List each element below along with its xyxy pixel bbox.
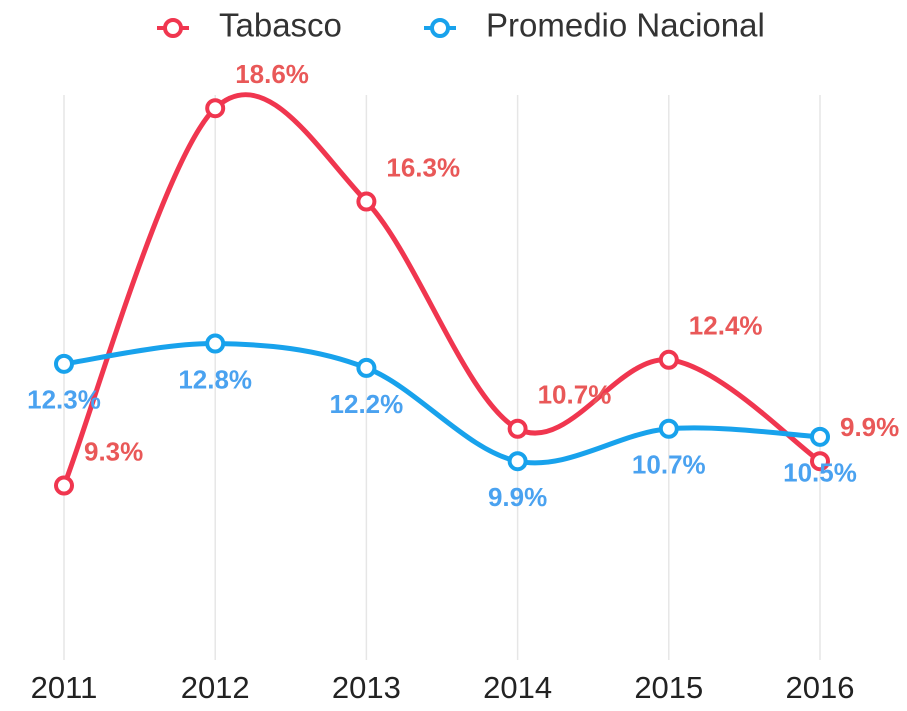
- point: [810, 451, 830, 472]
- point: [54, 475, 74, 496]
- legend-label: Tabasco: [219, 7, 342, 44]
- data-label: 10.5%: [783, 458, 857, 488]
- data-label: 18.6%: [235, 59, 309, 89]
- data-label: 12.4%: [689, 311, 763, 341]
- legend-marker: [163, 18, 183, 38]
- data-label: 16.3%: [386, 152, 460, 182]
- point: [810, 426, 830, 447]
- data-label: 10.7%: [538, 380, 612, 410]
- series-line: [63, 341, 821, 466]
- data-label: 9.9%: [488, 482, 547, 512]
- data-label: 12.2%: [330, 389, 404, 419]
- point: [205, 98, 226, 119]
- point: [356, 191, 377, 212]
- x-tick-label: 2013: [332, 670, 401, 705]
- legend-label: Promedio Nacional: [486, 7, 765, 44]
- point: [507, 418, 528, 439]
- point: [658, 349, 679, 370]
- data-label: 9.9%: [840, 412, 899, 442]
- point: [356, 357, 377, 378]
- point: [205, 333, 226, 354]
- data-label: 10.7%: [632, 450, 706, 480]
- data-label: 12.3%: [27, 385, 101, 415]
- legend-marker: [430, 18, 450, 38]
- x-tick-label: 2014: [483, 670, 552, 705]
- data-label: 12.8%: [178, 364, 252, 394]
- x-tick-label: 2011: [31, 670, 98, 705]
- x-tick-label: 2015: [634, 670, 703, 705]
- point: [54, 353, 74, 374]
- data-label: 9.3%: [84, 436, 143, 466]
- x-tick-label: 2016: [786, 670, 855, 705]
- x-tick-label: 2012: [181, 670, 250, 705]
- point: [658, 418, 679, 439]
- point: [507, 451, 528, 472]
